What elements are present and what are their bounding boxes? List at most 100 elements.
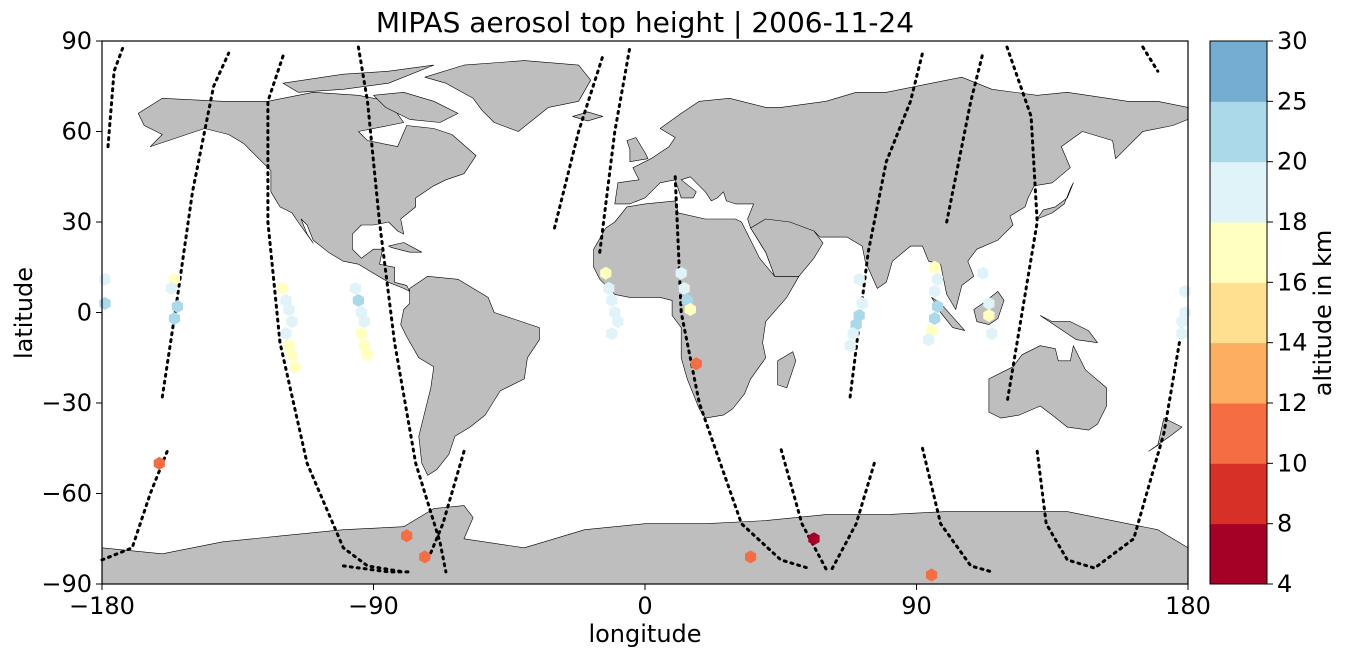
track-line-1 (106, 45, 125, 149)
aerosol-point (286, 315, 298, 329)
aerosol-point (401, 529, 413, 543)
aerosol-point (286, 348, 298, 362)
aerosol-point (745, 550, 757, 564)
colorbar-label: altitude in km (1309, 230, 1337, 397)
track-line-6 (100, 446, 170, 562)
colorbar: 4 8 10 12 14 16 18 20 25 30 (1209, 27, 1308, 598)
land-australia (988, 345, 1107, 431)
track-line-17 (1096, 326, 1184, 568)
aerosol-point (844, 339, 856, 353)
track-line-4 (356, 45, 448, 574)
colorbar-tick-label: 12 (1277, 389, 1308, 417)
land-baffin (373, 92, 459, 123)
colorbar-segment (1210, 342, 1267, 404)
aerosol-point (690, 357, 702, 371)
aerosol-point (684, 303, 696, 316)
land-south-america (400, 275, 540, 476)
land-greenland (424, 60, 592, 132)
colorbar-tick-label: 14 (1277, 329, 1308, 357)
aerosol-point (932, 272, 944, 286)
x-tick-label: 180 (1165, 592, 1211, 620)
land-new-guinea (1039, 315, 1098, 344)
y-tick-label: −60 (41, 480, 92, 508)
chart-title: MIPAS aerosol top height | 2006-11-24 (376, 6, 914, 39)
land-cuba (388, 242, 423, 253)
track-line-3 (266, 54, 406, 574)
colorbar-segment (1210, 222, 1267, 283)
colorbar-tick-label: 4 (1277, 570, 1292, 598)
track-line-7 (341, 564, 412, 574)
colorbar-frame (1209, 40, 1268, 585)
land-europe-asia (614, 76, 1189, 310)
y-tick-label: 60 (61, 118, 92, 146)
colorbar-tick-label: 8 (1277, 510, 1292, 538)
aerosol-point (853, 272, 865, 286)
land-masses (101, 60, 1189, 585)
aerosol-point (277, 281, 289, 295)
colorbar-segment (1210, 41, 1267, 102)
aerosol-point (929, 260, 941, 274)
colorbar-tick-label: 30 (1277, 27, 1308, 55)
aerosol-point (361, 348, 374, 362)
aerosol-point (612, 315, 624, 329)
colorbar-tick-label: 25 (1277, 87, 1308, 115)
aerosol-point (419, 550, 431, 564)
track-line-14 (945, 51, 985, 224)
colorbar-segment (1210, 161, 1267, 223)
x-tick-label: 90 (901, 592, 932, 620)
x-tick-label: −180 (69, 592, 135, 620)
track-line-13 (830, 461, 876, 571)
aerosol-point (929, 312, 941, 325)
track-line-11 (779, 446, 828, 571)
aerosol-point (977, 266, 989, 280)
aerosol-point (1176, 327, 1188, 341)
aerosol-point (808, 532, 820, 546)
aerosol-point (606, 327, 618, 341)
aerosol-point (603, 281, 615, 295)
track-line-19 (1141, 45, 1160, 73)
x-tick-label: −90 (348, 592, 399, 620)
aerosol-point (856, 296, 868, 310)
colorbar-segment (1210, 403, 1267, 464)
aerosol-point (678, 281, 690, 295)
colorbar-tick-label: 16 (1277, 268, 1308, 296)
aerosol-point (1176, 315, 1188, 329)
x-axis-ticks: −180 −90 0 90 180 (69, 584, 1211, 620)
aerosol-point (352, 293, 364, 307)
aerosol-point (355, 327, 368, 341)
land-arabia (750, 218, 824, 277)
aerosol-point (168, 312, 180, 325)
y-tick-label: 0 (77, 299, 92, 327)
y-axis-label: latitude (10, 267, 38, 359)
aerosol-point (932, 300, 944, 313)
aerosol-point (847, 327, 859, 341)
aerosol-point (289, 360, 301, 374)
land-north-america (137, 92, 477, 292)
aerosol-point (986, 327, 998, 341)
aerosol-point (983, 296, 995, 310)
aerosol-point (171, 300, 183, 313)
land-new-zealand (1148, 417, 1183, 452)
y-tick-label: −30 (41, 389, 92, 417)
aerosol-point (926, 568, 938, 582)
x-axis-label: longitude (588, 620, 701, 648)
colorbar-segment (1210, 523, 1267, 585)
colorbar-segment (1210, 463, 1267, 525)
aerosol-point (675, 266, 687, 280)
colorbar-segment (1210, 101, 1267, 163)
colorbar-tick-label: 10 (1277, 449, 1308, 477)
y-tick-label: 90 (61, 27, 92, 55)
land-antarctica (101, 505, 1189, 585)
colorbar-tick-label: 18 (1277, 208, 1308, 236)
aerosol-point (280, 327, 292, 341)
land-japan (1036, 182, 1074, 220)
land-madagascar (777, 351, 797, 389)
land-arctic-islands (282, 64, 435, 93)
aerosol-point (153, 456, 165, 470)
aerosol-point (283, 303, 295, 316)
aerosol-point (606, 293, 618, 307)
aerosol-point (165, 281, 177, 295)
aerosol-point (983, 309, 995, 322)
y-axis-ticks: −90 −60 −30 0 30 60 90 (41, 27, 102, 598)
